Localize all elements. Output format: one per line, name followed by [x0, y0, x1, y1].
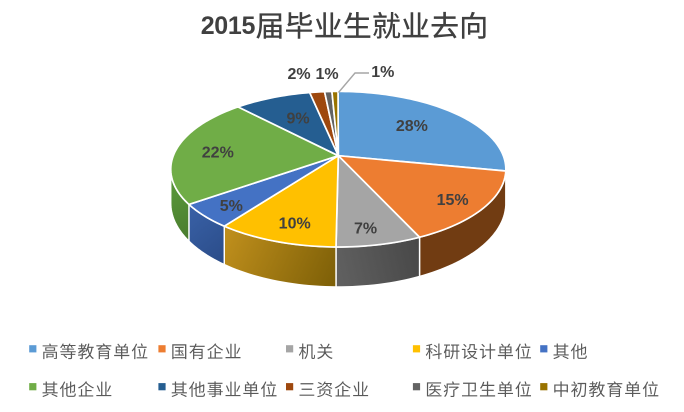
svg-text:5%: 5% [220, 198, 243, 215]
svg-text:1%: 1% [315, 66, 338, 83]
svg-text:28%: 28% [396, 118, 428, 135]
svg-text:7%: 7% [354, 220, 377, 237]
svg-text:22%: 22% [202, 144, 234, 161]
svg-text:1%: 1% [371, 64, 394, 81]
svg-text:15%: 15% [437, 192, 469, 209]
svg-text:2015: 2015 [201, 12, 256, 40]
svg-text:10%: 10% [279, 216, 311, 233]
svg-text:2%: 2% [287, 66, 310, 83]
svg-text:9%: 9% [286, 110, 309, 127]
